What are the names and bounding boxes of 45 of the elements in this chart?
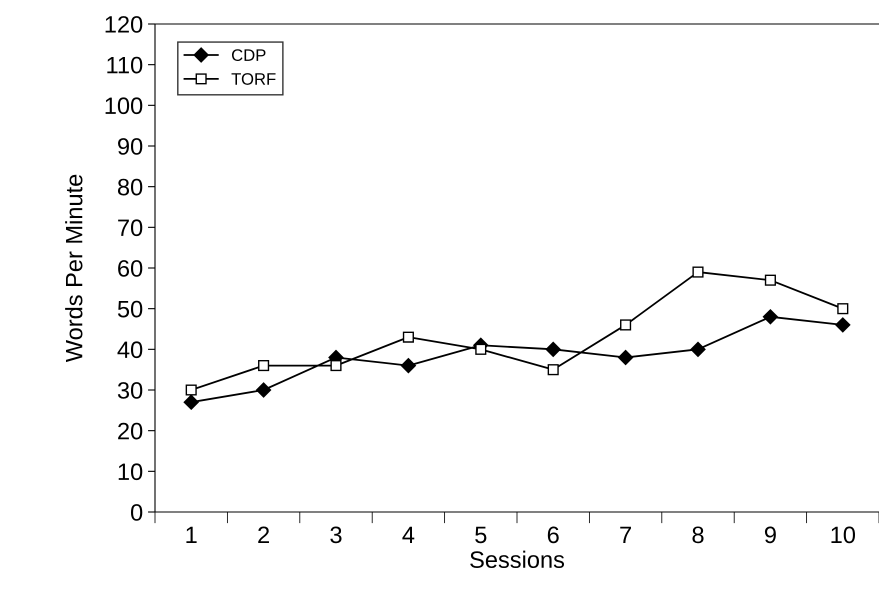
x-tick-label: 3 [330, 526, 342, 544]
point [186, 384, 197, 396]
point [400, 358, 416, 374]
y-tick-label: 120 [106, 16, 142, 33]
point [620, 319, 632, 330]
point [690, 342, 706, 357]
x-tick-label: 8 [692, 526, 704, 544]
legend-label: TORF [232, 73, 276, 85]
x-axis-title: Sessions [470, 550, 564, 568]
point [762, 309, 778, 324]
point [258, 360, 270, 372]
y-tick-label: 90 [118, 138, 142, 155]
y-axis-title: Words Per Minute [65, 174, 82, 362]
point [835, 317, 850, 333]
y-tick-label: 0 [130, 504, 142, 521]
y-tick-label: 20 [118, 422, 142, 440]
y-tick-label: 60 [118, 260, 142, 277]
point [837, 303, 848, 314]
point [764, 274, 776, 286]
point [184, 394, 199, 410]
point [256, 382, 272, 398]
x-tick-label: 7 [620, 526, 631, 543]
y-tick-label: 50 [118, 300, 142, 318]
y-tick-label: 70 [118, 219, 142, 236]
x-tick-label: 1 [186, 526, 197, 543]
point [330, 360, 342, 372]
point [402, 332, 414, 343]
point [548, 364, 559, 376]
x-tick-label: 10 [831, 526, 856, 544]
point [546, 342, 561, 357]
x-tick-label: 9 [764, 526, 776, 544]
y-tick-label: 110 [107, 56, 142, 74]
point [692, 266, 704, 278]
legend-label: CDP [232, 49, 266, 61]
y-tick-label: 80 [118, 178, 142, 196]
y-tick-label: 100 [106, 97, 142, 114]
x-tick-label: 4 [402, 526, 414, 543]
x-tick-label: 6 [548, 526, 559, 544]
x-tick-label: 5 [475, 526, 486, 544]
point [475, 344, 486, 355]
x-tick-label: 2 [258, 526, 269, 543]
point [618, 350, 634, 366]
y-tick-label: 10 [118, 463, 142, 480]
y-tick-label: 30 [118, 382, 142, 399]
y-tick-label: 40 [117, 341, 142, 358]
